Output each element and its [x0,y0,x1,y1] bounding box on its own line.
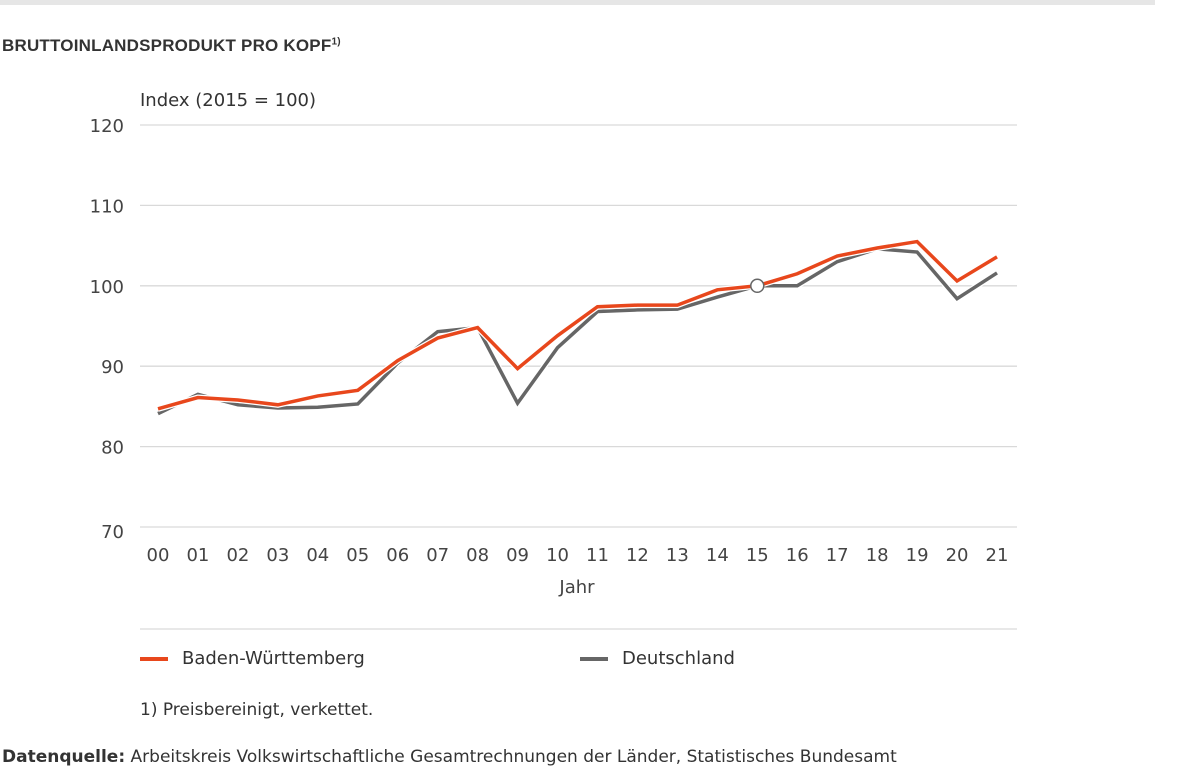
legend-item-deutschland: Deutschland [580,648,735,669]
chart-title: BRUTTOINLANDSPRODUKT PRO KOPF1) [2,36,341,56]
y-tick-label: 100 [90,277,124,298]
legend-swatch-bw [140,656,168,661]
x-tick-label: 12 [626,545,649,566]
series-outline [157,238,999,412]
x-tick-label: 13 [666,545,689,566]
x-tick-label: 18 [866,545,889,566]
top-divider [0,0,1155,5]
x-tick-label: 08 [466,545,489,566]
title-footnote-ref: 1) [331,36,341,48]
x-tick-label: 14 [706,545,729,566]
x-tick-label: 06 [386,545,409,566]
legend-item-baden-wuerttemberg: Baden-Württemberg [140,648,365,669]
legend-label-bw: Baden-Württemberg [182,648,365,669]
x-tick-label: 02 [226,545,249,566]
x-tick-label: 01 [186,545,209,566]
data-source: Datenquelle: Arbeitskreis Volkswirtschaf… [2,747,897,767]
x-tick-label: 16 [786,545,809,566]
y-axis-label: Index (2015 = 100) [140,90,316,111]
y-tick-label: 120 [90,116,124,137]
legend-label-de: Deutschland [622,648,735,669]
x-tick-label: 21 [986,545,1009,566]
base-year-marker [750,278,765,294]
x-tick-label: 15 [746,545,769,566]
chart-title-text: BRUTTOINLANDSPRODUKT PRO KOPF [2,36,332,55]
x-tick-label: 09 [506,545,529,566]
x-tick-label: 17 [826,545,849,566]
x-tick-label: 05 [346,545,369,566]
x-tick-label: 03 [266,545,289,566]
y-tick-label: 110 [90,196,124,217]
source-text: Arbeitskreis Volkswirtschaftliche Gesamt… [125,747,897,767]
x-axis-label: Jahr [558,577,595,598]
x-tick-label: 19 [906,545,929,566]
series-line-deutschland [157,247,998,416]
footnote: 1) Preisbereinigt, verkettet. [140,700,374,720]
source-label: Datenquelle: [2,747,126,767]
y-tick-label: 70 [101,522,124,543]
x-tick-label: 00 [147,545,170,566]
x-tick-label: 11 [586,545,609,566]
x-tick-label: 10 [546,545,569,566]
legend-swatch-de [580,656,608,661]
x-tick-label: 07 [426,545,449,566]
y-tick-label: 80 [101,438,124,459]
x-tick-label: 04 [306,545,329,566]
series-line-baden-w-rttemberg [157,239,998,411]
y-tick-label: 90 [101,357,124,378]
x-tick-label: 20 [946,545,969,566]
